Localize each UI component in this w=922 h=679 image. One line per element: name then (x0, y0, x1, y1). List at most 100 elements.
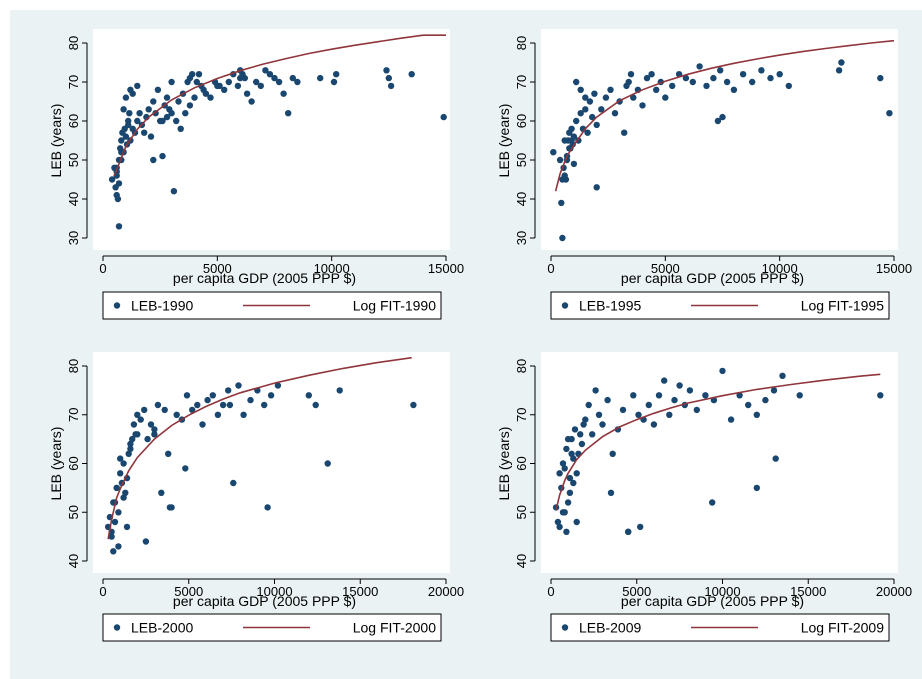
data-point (736, 392, 743, 399)
data-point (161, 406, 168, 414)
y-axis-label: LEB (years) (48, 104, 64, 178)
x-tick-label: 5000 (203, 261, 232, 276)
data-point (253, 78, 260, 86)
y-tick-label: 70 (514, 75, 529, 89)
x-tick-label: 15000 (428, 261, 464, 276)
data-point (568, 450, 575, 457)
x-tick-label: 5000 (651, 261, 680, 276)
x-tick-label: 0 (547, 584, 554, 599)
data-point (158, 489, 165, 496)
data-point (619, 406, 627, 414)
x-tick-label: 20000 (428, 584, 464, 599)
data-point (627, 71, 635, 78)
data-point (648, 71, 655, 78)
data-point (650, 421, 658, 428)
legend-box (550, 291, 890, 320)
data-point (408, 71, 415, 78)
legend-marker (561, 624, 569, 631)
data-point (686, 387, 694, 394)
data-point (559, 176, 566, 183)
data-point (324, 460, 331, 467)
data-point (111, 518, 119, 526)
plot-area (93, 29, 450, 250)
data-point (207, 94, 214, 101)
data-point (702, 392, 709, 399)
data-point (666, 411, 673, 418)
data-point (571, 426, 579, 433)
data-point (410, 401, 417, 409)
data-point (589, 113, 596, 121)
data-point (151, 426, 158, 433)
data-point (559, 460, 567, 467)
data-point (194, 401, 201, 409)
y-tick-label: 40 (514, 192, 529, 206)
data-point (570, 160, 578, 168)
legend-label: Log FIT-2000 (353, 620, 436, 636)
x-axis-label: per capita GDP (2005 PPP $) (173, 593, 356, 609)
data-point (570, 455, 577, 462)
data-point (599, 421, 606, 428)
data-point (598, 106, 605, 113)
data-point (578, 440, 586, 448)
data-point (669, 82, 676, 90)
data-point (274, 382, 282, 389)
data-point (689, 78, 696, 86)
data-point (264, 504, 271, 511)
data-point (141, 129, 148, 136)
data-point (317, 74, 324, 82)
data-point (289, 74, 296, 82)
data-point (604, 396, 611, 404)
data-point (230, 479, 237, 487)
plot-area (541, 352, 898, 573)
data-point (661, 377, 668, 384)
x-tick-label: 10000 (314, 261, 350, 276)
data-point (191, 94, 198, 101)
y-tick-label: 80 (514, 36, 529, 50)
data-point (561, 465, 568, 472)
data-point (199, 421, 206, 428)
y-tick-label: 30 (514, 231, 529, 245)
x-tick-label: 0 (99, 261, 106, 276)
legend-marker (561, 302, 569, 309)
data-point (556, 470, 563, 477)
data-point (639, 102, 646, 109)
data-point (776, 71, 783, 78)
y-tick-label: 60 (66, 114, 81, 128)
data-point (556, 523, 563, 531)
x-tick-label: 5000 (174, 584, 203, 599)
x-tick-label: 0 (547, 261, 554, 276)
data-point (573, 470, 580, 477)
data-point (237, 74, 244, 82)
data-point (163, 94, 171, 101)
data-point (127, 445, 134, 453)
data-point (175, 98, 182, 105)
data-point (676, 382, 683, 389)
data-point (730, 86, 738, 94)
data-point (785, 82, 792, 90)
data-point (195, 71, 203, 78)
data-point (643, 74, 651, 82)
x-tick-label: 5000 (622, 584, 651, 599)
data-point (877, 74, 884, 82)
data-point (770, 387, 778, 394)
data-point (280, 90, 287, 97)
data-point (564, 499, 572, 506)
data-point (150, 98, 157, 105)
y-tick-label: 60 (514, 456, 529, 470)
x-tick-label: 10000 (762, 261, 798, 276)
data-point (285, 110, 292, 117)
data-point (226, 401, 234, 409)
data-point (127, 440, 134, 448)
data-point (134, 431, 141, 438)
chart-panel-4: 40 50 60 70 80 LEB (years) 0 5000 10000 15000 2000… (496, 352, 912, 642)
data-point (209, 392, 216, 399)
chart-panel-1: 30 40 50 60 70 80 LEB (years) 0 5000 10000 15000 pe… (48, 29, 464, 320)
data-point (719, 113, 726, 121)
data-point (134, 117, 141, 125)
y-tick-label: 70 (514, 408, 529, 422)
data-point (170, 188, 178, 195)
data-point (240, 411, 247, 418)
data-point (559, 509, 567, 516)
data-point (623, 82, 630, 90)
y-tick-label: 60 (66, 456, 81, 470)
